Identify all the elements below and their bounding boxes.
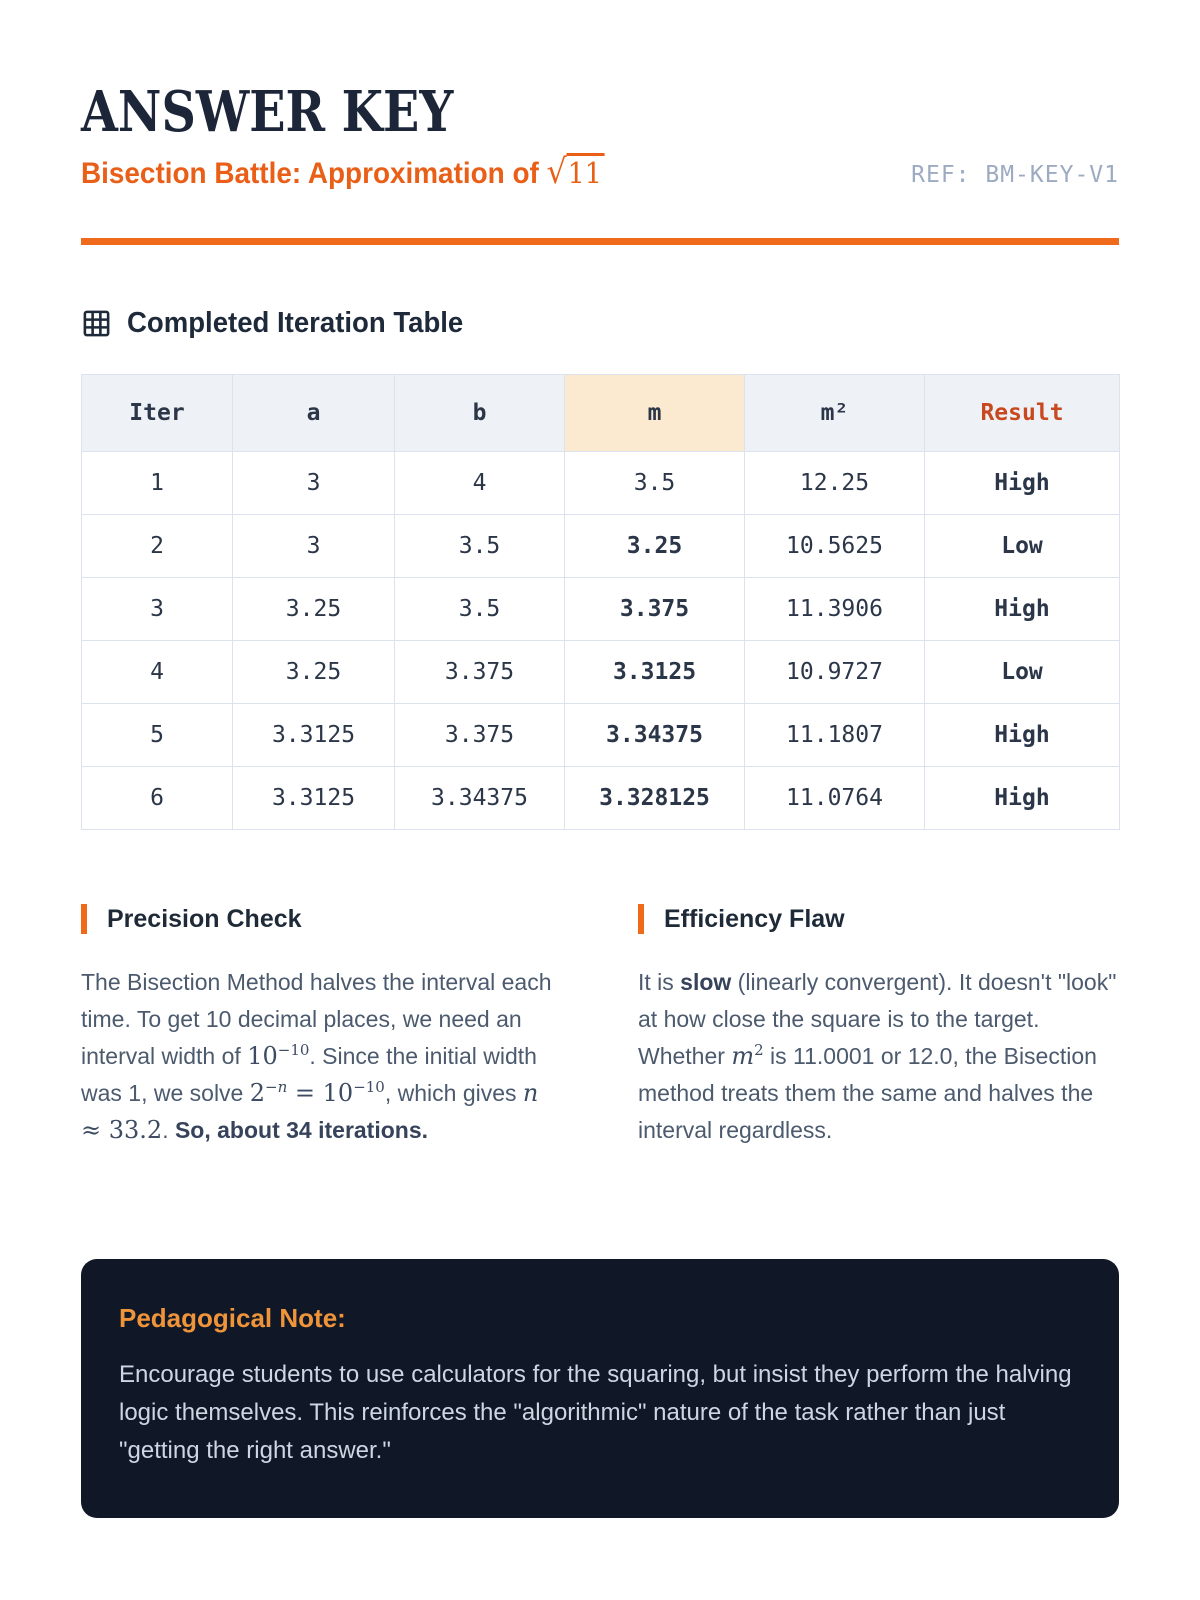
math-n-approx: n ≈ 33.2	[81, 1079, 539, 1144]
col-header-m: m	[564, 374, 745, 452]
cell-a: 3.3125	[232, 703, 395, 767]
col-header-result: Result	[924, 374, 1120, 452]
efficiency-flaw-section: Efficiency Flaw It is slow (linearly con…	[638, 904, 1119, 1149]
cell-result: High	[924, 451, 1120, 515]
math-m-squared: m2	[731, 1041, 764, 1070]
page-title: ANSWER KEY	[81, 79, 454, 145]
cell-iter: 1	[81, 451, 233, 515]
table-row: 1 3 4 3.5 12.25 High	[81, 451, 1120, 515]
cell-b: 3.34375	[394, 766, 565, 830]
precision-check-section: Precision Check The Bisection Method hal…	[81, 904, 562, 1149]
cell-m: 3.25	[564, 514, 745, 578]
cell-b: 4	[394, 451, 565, 515]
cell-iter: 2	[81, 514, 233, 578]
cell-a: 3	[232, 451, 395, 515]
cell-iter: 6	[81, 766, 233, 830]
header-divider	[81, 238, 1119, 245]
cell-b: 3.5	[394, 514, 565, 578]
col-header-a: a	[232, 374, 395, 452]
cell-b: 3.5	[394, 577, 565, 641]
table-row: 2 3 3.5 3.25 10.5625 Low	[81, 514, 1120, 578]
efficiency-flaw-body: It is slow (linearly convergent). It doe…	[638, 969, 1117, 1143]
section-heading-label: Completed Iteration Table	[127, 307, 464, 339]
iteration-table: Iter a b m m² Result 1 3 4 3.5 12.25 Hig…	[81, 374, 1120, 830]
cell-m2: 12.25	[744, 451, 925, 515]
col-header-iter: Iter	[81, 374, 233, 452]
cell-m2: 11.0764	[744, 766, 925, 830]
precision-check-heading: Precision Check	[81, 904, 562, 934]
table-row: 4 3.25 3.375 3.3125 10.9727 Low	[81, 640, 1120, 704]
cell-m: 3.5	[564, 451, 745, 515]
cell-m2: 10.5625	[744, 514, 925, 578]
cell-iter: 4	[81, 640, 233, 704]
cell-m2: 10.9727	[744, 640, 925, 704]
cell-m: 3.3125	[564, 640, 745, 704]
cell-result: Low	[924, 514, 1120, 578]
radical-sign: √	[546, 152, 567, 192]
table-row: 5 3.3125 3.375 3.34375 11.1807 High	[81, 703, 1120, 767]
radicand: 11	[566, 153, 605, 190]
cell-m: 3.328125	[564, 766, 745, 830]
page-subtitle: Bisection Battle: Approximation of √11	[81, 152, 644, 192]
iteration-table-body: 1 3 4 3.5 12.25 High 2 3 3.5 3.25 10.562…	[81, 451, 1120, 830]
cell-result: High	[924, 577, 1120, 641]
cell-result: High	[924, 703, 1120, 767]
ref-code: REF: BM-KEY-V1	[911, 162, 1119, 188]
analysis-columns: Precision Check The Bisection Method hal…	[81, 904, 1119, 1149]
subtitle-text: Bisection Battle: Approximation of	[81, 157, 547, 190]
cell-a: 3.25	[232, 577, 395, 641]
precision-conclusion: So, about 34 iterations.	[174, 1117, 429, 1143]
header-row: Iter a b m m² Result	[81, 374, 1120, 452]
cell-result: High	[924, 766, 1120, 830]
efficiency-flaw-heading: Efficiency Flaw	[638, 904, 1119, 934]
cell-m: 3.375	[564, 577, 745, 641]
cell-a: 3	[232, 514, 395, 578]
table-row: 6 3.3125 3.34375 3.328125 11.0764 High	[81, 766, 1120, 830]
answer-key-page: ANSWER KEY Bisection Battle: Approximati…	[81, 84, 1120, 1518]
section-heading: Completed Iteration Table	[81, 307, 1119, 340]
table-row: 3 3.25 3.5 3.375 11.3906 High	[81, 577, 1120, 641]
pedagogical-note-body: Encourage students to use calculators fo…	[119, 1361, 1072, 1464]
pedagogical-note-heading: Pedagogical Note:	[119, 1303, 346, 1333]
cell-b: 3.375	[394, 703, 565, 767]
subtitle-row: Bisection Battle: Approximation of √11 R…	[81, 152, 1119, 192]
cell-m2: 11.1807	[744, 703, 925, 767]
col-header-m2: m²	[744, 374, 925, 452]
cell-a: 3.3125	[232, 766, 395, 830]
sqrt-expression: √11	[547, 152, 605, 192]
cell-iter: 3	[81, 577, 233, 641]
math-equation: 2−n = 10−10	[249, 1078, 385, 1107]
cell-a: 3.25	[232, 640, 395, 704]
cell-m2: 11.3906	[744, 577, 925, 641]
precision-check-body: The Bisection Method halves the interval…	[81, 969, 552, 1144]
slow-emphasis: slow	[680, 969, 732, 995]
iteration-table-section: Completed Iteration Table Iter a b m m² …	[81, 307, 1120, 830]
table-grid-icon	[81, 308, 112, 339]
cell-b: 3.375	[394, 640, 565, 704]
math-10-pow: 10−10	[247, 1041, 310, 1070]
col-header-b: b	[394, 374, 565, 452]
page-header: ANSWER KEY Bisection Battle: Approximati…	[81, 84, 1119, 245]
cell-m: 3.34375	[564, 703, 745, 767]
cell-iter: 5	[81, 703, 233, 767]
iteration-table-header: Iter a b m m² Result	[81, 374, 1120, 452]
pedagogical-note: Pedagogical Note: Encourage students to …	[81, 1259, 1119, 1518]
cell-result: Low	[924, 640, 1120, 704]
